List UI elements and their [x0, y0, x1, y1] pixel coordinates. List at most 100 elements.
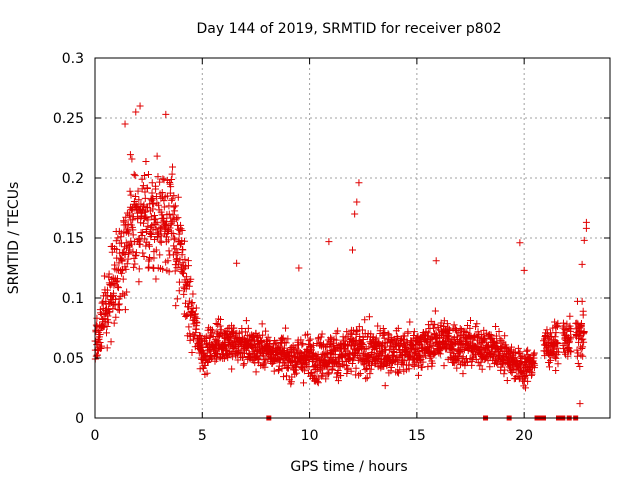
data-point	[564, 352, 572, 360]
data-point	[282, 324, 290, 332]
data-point	[309, 341, 317, 349]
data-point	[235, 348, 243, 356]
y-tick-label: 0.25	[53, 111, 84, 127]
data-point	[170, 203, 178, 211]
data-point	[406, 318, 414, 326]
data-point	[165, 247, 173, 255]
axis-ticks	[94, 57, 610, 419]
data-point	[264, 333, 272, 341]
data-point	[460, 346, 468, 354]
data-point	[431, 307, 439, 315]
data-point	[554, 340, 562, 348]
data-point	[139, 228, 147, 236]
data-point	[368, 350, 376, 358]
data-point	[174, 193, 182, 201]
data-point	[156, 237, 164, 245]
data-point	[293, 369, 301, 377]
data-point	[160, 217, 168, 225]
data-point	[187, 300, 195, 308]
data-point	[395, 369, 403, 377]
data-point	[113, 275, 121, 283]
data-point	[405, 365, 413, 373]
data-point	[566, 312, 574, 320]
data-point	[327, 349, 335, 357]
data-point	[155, 201, 163, 209]
data-point	[126, 246, 134, 254]
x-tick-label: 5	[198, 428, 207, 444]
data-point	[170, 234, 178, 242]
data-point	[175, 230, 183, 238]
data-point	[171, 202, 179, 210]
data-point	[213, 350, 221, 358]
data-point	[124, 220, 132, 228]
data-point	[139, 203, 147, 211]
data-point	[576, 400, 584, 408]
data-point	[296, 349, 304, 357]
data-point	[333, 373, 341, 381]
data-point	[359, 336, 367, 344]
data-point	[270, 341, 278, 349]
data-point	[451, 339, 459, 347]
data-point	[427, 317, 435, 325]
data-point	[144, 222, 152, 230]
data-point	[149, 205, 157, 213]
data-point	[96, 331, 104, 339]
data-point	[297, 336, 305, 344]
data-point	[208, 326, 216, 334]
data-point	[224, 354, 232, 362]
data-point	[163, 218, 171, 226]
data-point	[142, 157, 150, 165]
data-point	[145, 241, 153, 249]
x-tick-label: 0	[91, 428, 100, 444]
data-point	[487, 331, 495, 339]
data-point	[174, 214, 182, 222]
data-point	[127, 237, 135, 245]
data-point	[291, 370, 299, 378]
data-point	[300, 379, 308, 387]
data-point	[466, 331, 474, 339]
data-point	[222, 330, 230, 338]
data-point	[185, 323, 193, 331]
data-point	[325, 238, 333, 246]
y-tick-label: 0.1	[62, 291, 84, 307]
data-point	[184, 262, 192, 270]
data-point	[213, 337, 221, 345]
data-point	[381, 382, 389, 390]
data-point	[334, 377, 342, 385]
data-point	[390, 348, 398, 356]
data-point	[242, 317, 250, 325]
data-point	[355, 179, 363, 187]
data-point	[162, 110, 170, 118]
data-point	[176, 256, 184, 264]
data-point	[217, 316, 225, 324]
data-point	[380, 362, 388, 370]
data-point	[151, 211, 159, 219]
data-point	[416, 357, 424, 365]
data-point	[169, 211, 177, 219]
data-point	[481, 356, 489, 364]
data-point	[138, 175, 146, 183]
y-tick-label: 0.3	[62, 51, 84, 67]
data-point	[132, 249, 140, 257]
data-point	[573, 346, 581, 354]
data-point	[174, 249, 182, 257]
data-point	[139, 249, 147, 257]
data-point	[112, 295, 120, 303]
data-point	[552, 354, 560, 362]
data-point	[322, 375, 330, 383]
data-point	[574, 360, 582, 368]
data-point	[241, 328, 249, 336]
data-point	[112, 278, 120, 286]
data-point	[212, 320, 220, 328]
data-point	[258, 320, 266, 328]
data-point	[147, 230, 155, 238]
data-point	[358, 326, 366, 334]
data-point	[95, 326, 103, 334]
data-point	[453, 364, 461, 372]
data-point	[196, 365, 204, 373]
data-point	[192, 304, 200, 312]
data-point	[576, 362, 584, 370]
data-point	[145, 263, 153, 271]
data-point	[372, 334, 380, 342]
